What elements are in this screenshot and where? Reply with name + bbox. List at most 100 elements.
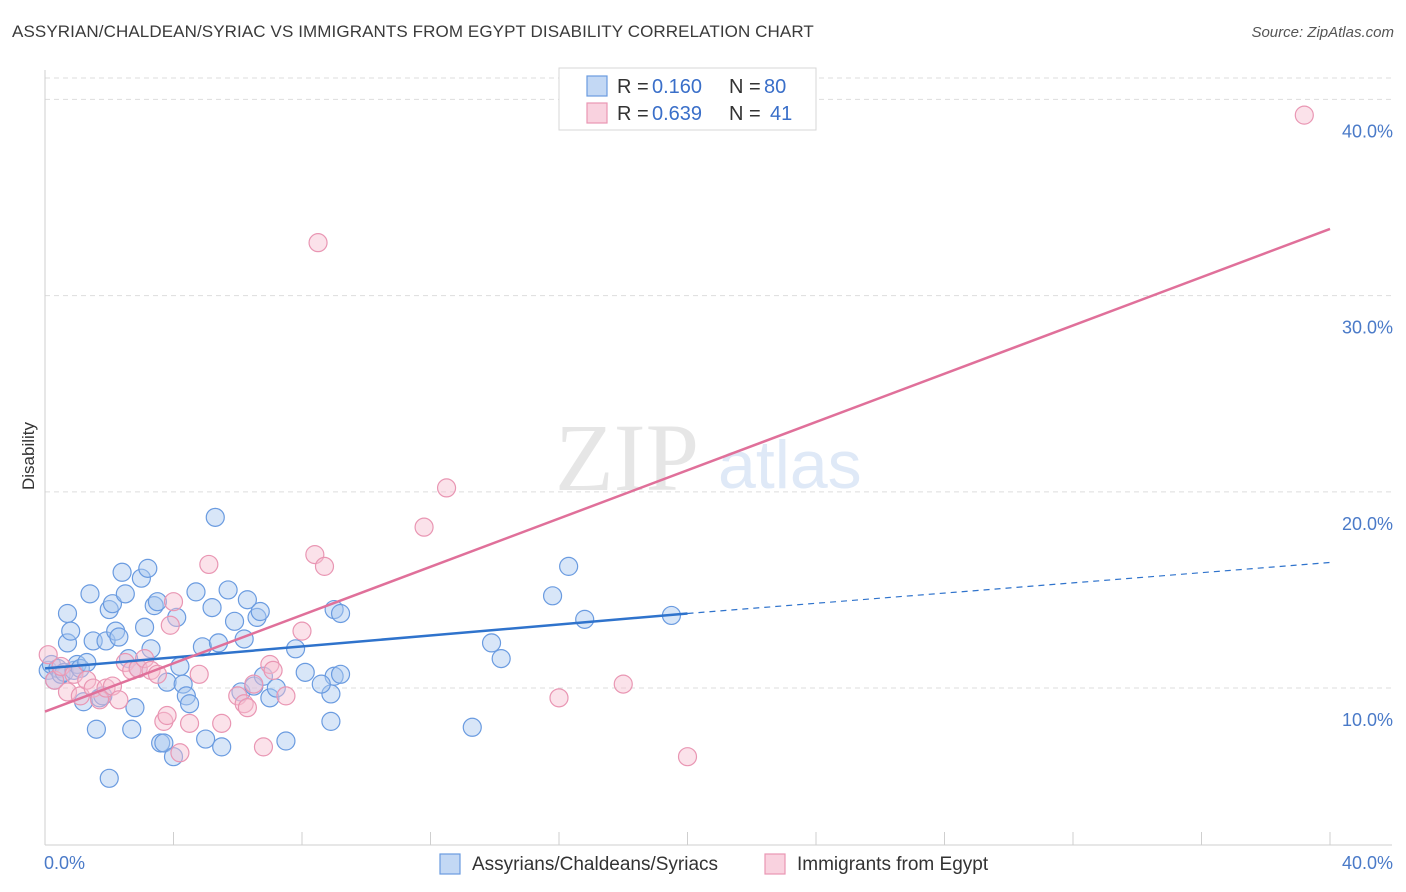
bottom-legend-label-egypt: Immigrants from Egypt xyxy=(797,854,989,875)
point-assyrians xyxy=(260,688,280,708)
trend-line-egypt xyxy=(44,227,1331,713)
point-assyrians xyxy=(186,582,206,602)
point-egypt xyxy=(170,743,190,763)
point-egypt xyxy=(549,688,569,708)
trend-lines xyxy=(44,227,1331,713)
point-assyrians xyxy=(138,558,158,578)
x-tick-labels: 0.0% 40.0% xyxy=(44,853,1393,873)
point-egypt xyxy=(212,713,232,733)
point-assyrians xyxy=(122,719,142,739)
legend-n-value: 80 xyxy=(764,76,786,98)
bottom-legend-swatch-pink xyxy=(764,853,786,875)
point-assyrians xyxy=(80,584,100,604)
point-assyrians xyxy=(276,731,296,751)
point-assyrians xyxy=(109,627,129,647)
point-assyrians xyxy=(237,590,257,610)
point-egypt xyxy=(314,556,335,576)
point-egypt xyxy=(244,674,264,694)
point-assyrians xyxy=(134,617,155,637)
point-assyrians xyxy=(38,660,58,680)
watermark-atlas: atlas xyxy=(718,427,862,503)
point-egypt xyxy=(189,664,209,684)
point-assyrians xyxy=(96,631,116,651)
point-egypt xyxy=(77,670,97,690)
point-egypt xyxy=(163,592,184,612)
trend-extension-assyrians xyxy=(687,561,1331,615)
point-assyrians xyxy=(481,633,502,653)
point-egypt xyxy=(260,654,280,675)
point-assyrians xyxy=(154,733,174,753)
legend-box: R = 0.160 N = 80 R = 0.639 N = 41 xyxy=(558,67,817,131)
point-assyrians xyxy=(106,621,126,641)
point-assyrians xyxy=(330,664,351,684)
point-assyrians xyxy=(330,603,351,624)
point-assyrians xyxy=(112,562,132,582)
series-assyrians-points xyxy=(38,507,682,788)
point-assyrians xyxy=(253,666,274,686)
point-assyrians xyxy=(295,662,315,682)
point-assyrians xyxy=(247,607,267,628)
point-egypt xyxy=(179,713,200,733)
point-egypt xyxy=(109,690,129,710)
point-assyrians xyxy=(285,639,306,659)
point-egypt xyxy=(253,737,274,757)
point-egypt xyxy=(160,615,180,635)
point-assyrians xyxy=(147,592,168,612)
point-assyrians xyxy=(196,729,216,749)
watermark: ZIP atlas xyxy=(555,404,862,511)
point-egypt xyxy=(276,686,296,706)
point-assyrians xyxy=(559,556,579,576)
point-assyrians xyxy=(311,674,331,694)
y-axis-label: Disability xyxy=(19,421,38,490)
legend-r-value: 0.160 xyxy=(652,76,702,98)
point-assyrians xyxy=(99,599,119,620)
bottom-legend-label-assyrians: Assyrians/Chaldeans/Syriacs xyxy=(472,854,718,875)
point-assyrians xyxy=(157,672,177,692)
point-egypt xyxy=(436,478,457,498)
point-egypt xyxy=(414,517,434,537)
point-assyrians xyxy=(61,621,81,641)
bottom-legend: Assyrians/Chaldeans/Syriacs Immigrants f… xyxy=(439,853,989,875)
point-assyrians xyxy=(99,768,119,788)
point-egypt xyxy=(677,747,698,767)
point-assyrians xyxy=(224,611,245,631)
trend-line-assyrians xyxy=(44,612,688,670)
point-assyrians xyxy=(321,684,341,704)
point-assyrians xyxy=(131,568,151,588)
legend-swatch-blue xyxy=(586,75,608,97)
point-assyrians xyxy=(250,601,270,622)
chart-title: ASSYRIAN/CHALDEAN/SYRIAC VS IMMIGRANTS F… xyxy=(12,22,814,41)
bottom-legend-swatch-blue xyxy=(439,853,461,875)
point-assyrians xyxy=(202,597,222,618)
legend-swatch-pink xyxy=(586,102,608,124)
point-assyrians xyxy=(321,711,341,731)
point-egypt xyxy=(292,621,312,641)
point-assyrians xyxy=(115,584,135,604)
point-assyrians xyxy=(179,694,200,714)
watermark-zip: ZIP xyxy=(555,404,699,511)
x-tick-label: 0.0% xyxy=(44,853,85,873)
legend-n-label: N = xyxy=(729,76,761,98)
point-assyrians xyxy=(542,586,563,606)
point-assyrians xyxy=(218,580,238,600)
point-egypt xyxy=(237,698,257,718)
point-assyrians xyxy=(57,603,78,624)
point-egypt xyxy=(613,674,633,694)
point-assyrians xyxy=(102,594,123,614)
point-egypt xyxy=(199,554,219,575)
legend-r-label: R = xyxy=(617,103,649,125)
point-assyrians xyxy=(57,633,78,653)
point-assyrians xyxy=(205,507,225,527)
point-egypt xyxy=(154,711,174,731)
y-tick-labels: 10.0% 20.0% 30.0% 40.0% xyxy=(1342,121,1393,730)
point-egypt xyxy=(1294,105,1314,125)
y-tick-label: 20.0% xyxy=(1342,514,1393,534)
series-egypt-points xyxy=(38,105,1314,767)
point-egypt xyxy=(57,682,78,702)
legend-n-label: N = xyxy=(729,103,761,125)
x-tick-label: 40.0% xyxy=(1342,853,1393,873)
point-assyrians xyxy=(173,674,193,694)
axes xyxy=(44,70,1392,846)
point-assyrians xyxy=(491,649,511,669)
